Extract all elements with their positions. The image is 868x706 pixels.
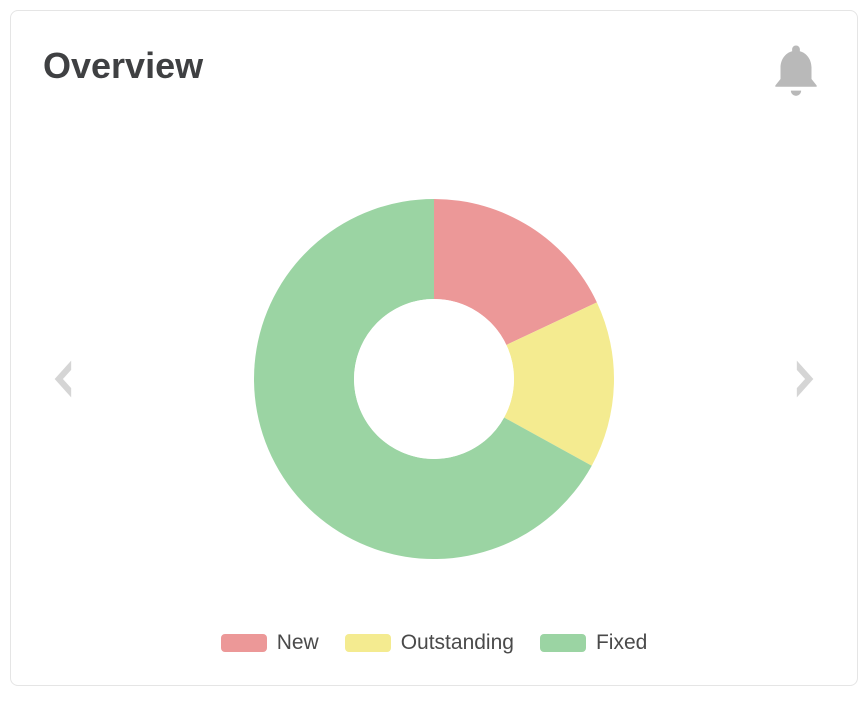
chart-legend: New Outstanding Fixed: [11, 631, 857, 655]
donut-hole: [354, 299, 514, 459]
legend-label-new: New: [277, 631, 319, 655]
chevron-left-icon[interactable]: [39, 349, 85, 414]
legend-swatch-new: [221, 634, 267, 652]
bell-icon[interactable]: [765, 35, 827, 110]
legend-item-new[interactable]: New: [221, 631, 319, 655]
donut-chart: [254, 199, 614, 564]
legend-label-outstanding: Outstanding: [401, 631, 514, 655]
legend-item-outstanding[interactable]: Outstanding: [345, 631, 514, 655]
card-header: Overview: [43, 39, 825, 110]
card-title: Overview: [43, 45, 203, 87]
chevron-right-icon[interactable]: [783, 349, 829, 414]
legend-item-fixed[interactable]: Fixed: [540, 631, 647, 655]
chart-row: [11, 181, 857, 581]
legend-swatch-fixed: [540, 634, 586, 652]
legend-label-fixed: Fixed: [596, 631, 647, 655]
overview-card: Overview New Outstanding Fixed: [10, 10, 858, 686]
legend-swatch-outstanding: [345, 634, 391, 652]
